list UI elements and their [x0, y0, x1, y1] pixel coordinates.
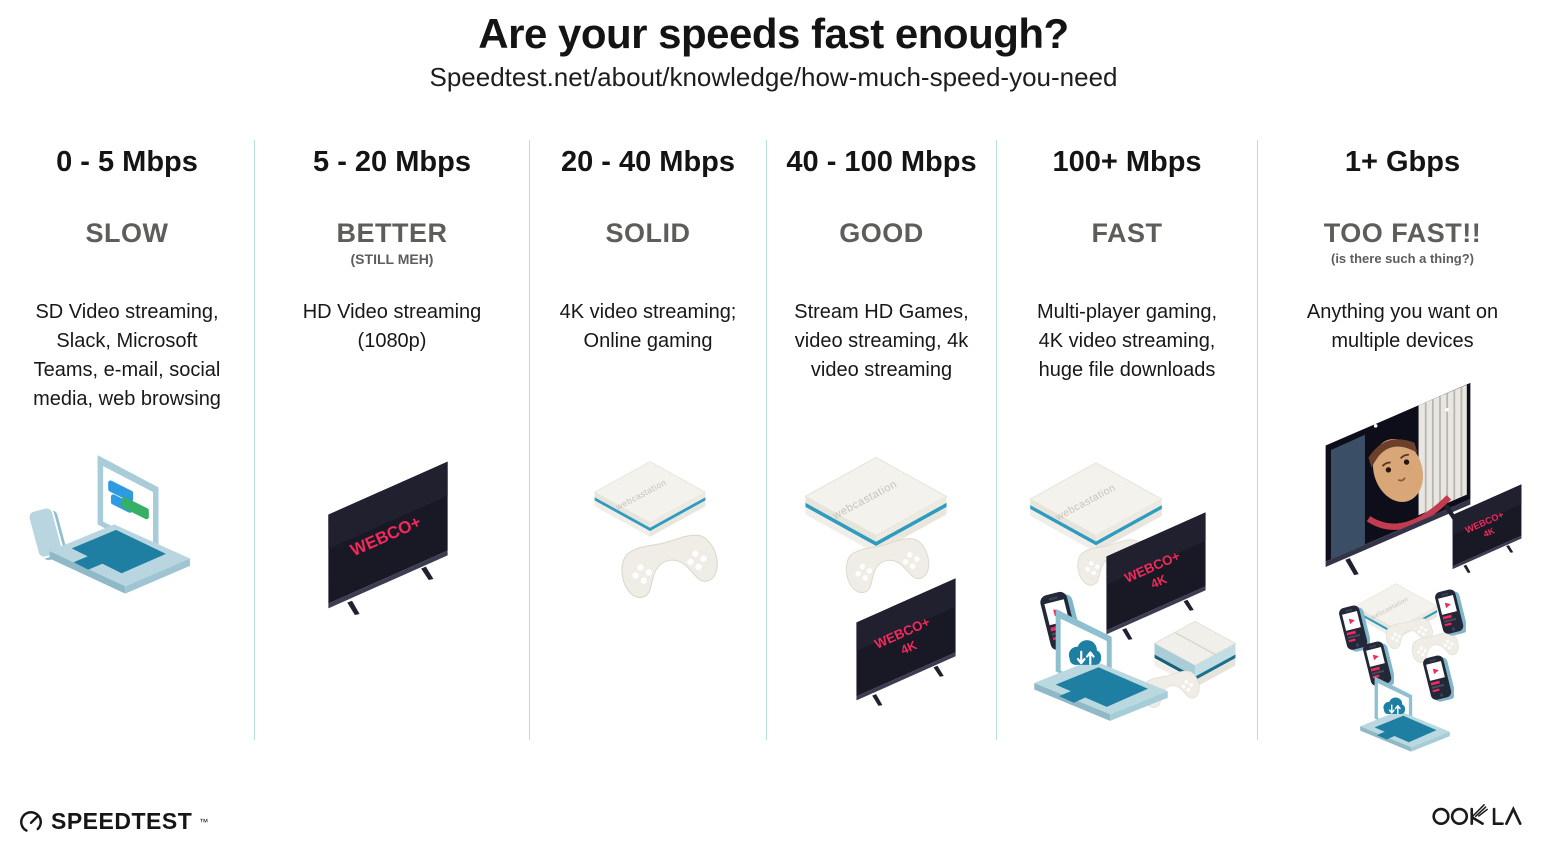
smartphone-illustration — [1434, 588, 1466, 642]
laptop-download-illustration — [1031, 602, 1171, 726]
tier-label: TOO FAST!! — [1323, 218, 1482, 248]
tier-label: BETTER — [336, 218, 448, 248]
tier-column-0-5-mbps: 0 - 5 Mbps SLOW SD Video streaming, Slac… — [0, 140, 255, 740]
tier-label: SOLID — [605, 218, 691, 248]
tier-description: Stream HD Games, video streaming, 4k vid… — [794, 301, 969, 381]
tier-note: (STILL MEH) — [350, 251, 434, 267]
tier-column-100-plus-mbps: 100+ Mbps FAST Multi-player gaming, 4K v… — [997, 140, 1258, 740]
speed-tier-columns: 0 - 5 Mbps SLOW SD Video streaming, Slac… — [0, 140, 1547, 740]
tier-note: (is there such a thing?) — [1330, 251, 1474, 266]
page-subtitle: Speedtest.net/about/knowledge/how-much-s… — [429, 62, 1118, 92]
tier-block: FAST — [997, 208, 1257, 298]
speed-range: 0 - 5 Mbps — [56, 146, 198, 178]
tier-illustration — [0, 436, 254, 740]
tier-column-20-40-mbps: 20 - 40 Mbps SOLID 4K video streaming; O… — [530, 140, 767, 740]
tier-illustration — [767, 436, 996, 740]
tv-4k-illustration — [1446, 480, 1528, 573]
tier-label: GOOD — [839, 218, 924, 248]
tier-illustration — [1258, 382, 1547, 740]
tier-block: TOO FAST!! (is there such a thing?) — [1258, 208, 1547, 298]
page-title: Are your speeds fast enough? — [478, 10, 1069, 57]
tier-description: Multi-player gaming, 4K video streaming,… — [1036, 301, 1218, 381]
speed-range: 1+ Gbps — [1344, 146, 1461, 178]
tier-column-1-plus-gbps: 1+ Gbps TOO FAST!! (is there such a thin… — [1258, 140, 1547, 740]
tier-label: SLOW — [85, 218, 169, 248]
tier-description: Anything you want on multiple devices — [1306, 301, 1499, 352]
speedtest-logo: SPEEDTEST ™ — [18, 808, 208, 835]
tier-illustration — [530, 436, 766, 740]
tier-block: GOOD — [767, 208, 996, 298]
tier-description: SD Video streaming, Slack, Microsoft Tea… — [33, 301, 221, 410]
controller-illustration — [618, 530, 720, 600]
speedtest-wordmark: SPEEDTEST — [51, 808, 193, 834]
tier-column-40-100-mbps: 40 - 100 Mbps GOOD Stream HD Games, vide… — [767, 140, 997, 740]
laptop-chat-illustration — [27, 455, 190, 594]
speedtest-trademark: ™ — [199, 816, 209, 827]
tier-block: BETTER (STILL MEH) — [255, 208, 529, 298]
ookla-wordmark-icon — [1432, 804, 1522, 825]
tv-4k-illustration — [847, 572, 965, 706]
tv-illustration — [317, 454, 459, 615]
tier-illustration — [255, 436, 529, 740]
tier-column-5-20-mbps: 5 - 20 Mbps BETTER (STILL MEH) HD Video … — [255, 140, 530, 740]
header: Are your speeds fast enough? Speedtest.n… — [0, 0, 1547, 93]
speed-range: 20 - 40 Mbps — [560, 146, 736, 178]
tier-illustration — [997, 436, 1257, 740]
tier-description: HD Video streaming (1080p) — [302, 301, 482, 352]
tier-block: SLOW — [0, 208, 254, 298]
tier-block: SOLID — [530, 208, 766, 298]
speedtest-gauge-icon — [20, 810, 42, 833]
speed-range: 100+ Mbps — [1052, 146, 1202, 178]
astronaut-tv-illustration — [1325, 382, 1471, 576]
laptop-download-illustration — [1358, 672, 1452, 755]
ookla-logo — [1431, 797, 1531, 833]
speed-range: 40 - 100 Mbps — [786, 146, 977, 178]
speed-range: 5 - 20 Mbps — [313, 146, 471, 178]
tier-label: FAST — [1091, 218, 1163, 248]
tier-description: 4K video streaming; Online gaming — [559, 301, 737, 352]
